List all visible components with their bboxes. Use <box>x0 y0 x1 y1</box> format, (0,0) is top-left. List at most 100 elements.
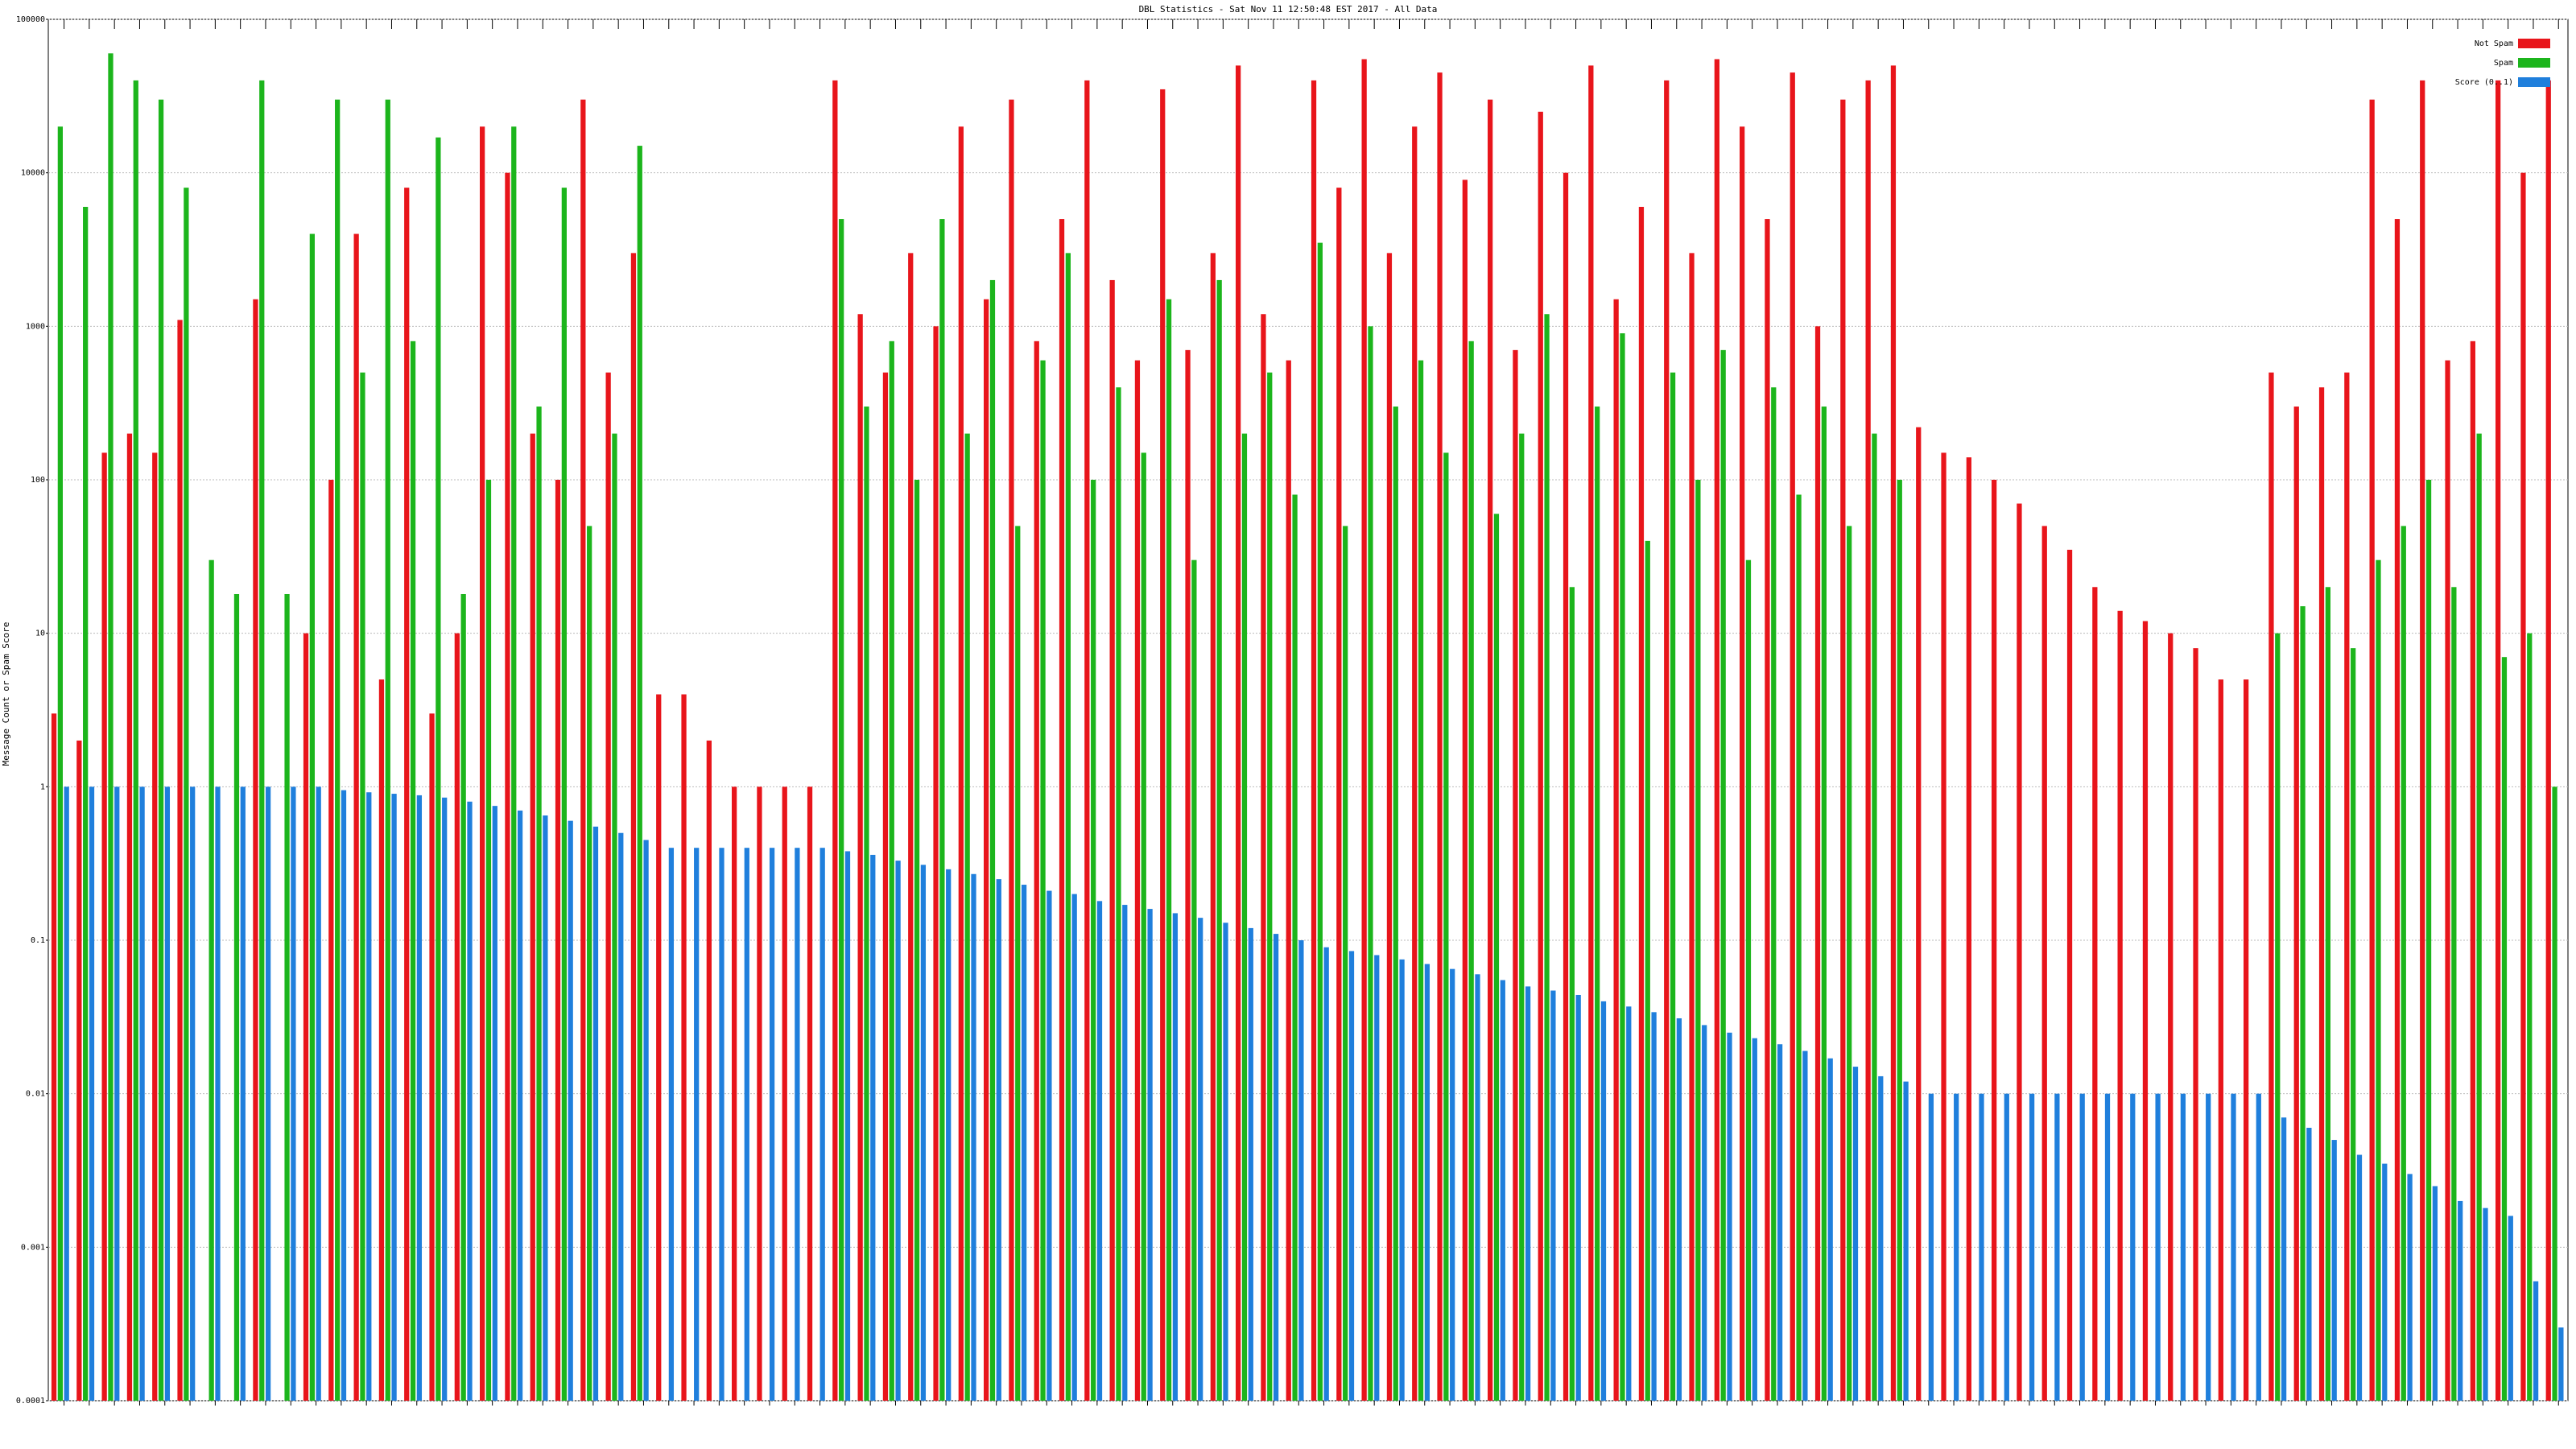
bar <box>360 372 365 1401</box>
bar <box>1840 99 1846 1401</box>
bar <box>1336 188 1342 1402</box>
bar <box>83 206 89 1401</box>
bar <box>580 99 586 1401</box>
bar <box>605 372 611 1401</box>
bar <box>2432 1186 2438 1401</box>
bar <box>208 559 214 1401</box>
bar <box>454 633 460 1401</box>
bar <box>404 188 410 1402</box>
bar <box>1538 111 1543 1402</box>
bar <box>1790 72 1795 1401</box>
bar <box>2508 1216 2513 1401</box>
bar <box>1216 279 1222 1401</box>
bar <box>1091 480 1096 1401</box>
bar <box>485 480 492 1401</box>
bar <box>839 219 844 1402</box>
bar <box>1399 959 1405 1401</box>
bar <box>1954 1093 1959 1401</box>
bar <box>844 851 851 1401</box>
bar <box>2142 621 2149 1401</box>
bar <box>706 740 712 1401</box>
y-axis-label: Message Count or Spam Score <box>1 622 11 766</box>
bar <box>190 786 196 1401</box>
bar <box>1928 1093 1934 1401</box>
bar <box>1821 407 1827 1402</box>
bar <box>2318 387 2325 1401</box>
bar <box>1147 909 1153 1401</box>
bar <box>139 786 145 1401</box>
bar <box>958 126 964 1402</box>
bar <box>2470 341 2475 1402</box>
bar <box>2104 1093 2111 1401</box>
bar <box>1613 299 1619 1402</box>
bar <box>946 869 952 1401</box>
bar <box>668 848 675 1401</box>
bar <box>1122 905 1128 1401</box>
bar <box>1248 927 1253 1401</box>
bar <box>555 480 561 1401</box>
bar <box>908 253 914 1402</box>
bar <box>391 794 397 1401</box>
bar <box>1814 326 1821 1401</box>
bar <box>612 433 617 1401</box>
bar <box>2545 80 2551 1401</box>
bar <box>1651 1012 1657 1401</box>
bar <box>1676 1018 1682 1401</box>
bar <box>284 593 290 1401</box>
bar <box>1386 253 1393 1402</box>
bar <box>2331 1140 2337 1401</box>
bar <box>2256 1093 2261 1401</box>
bar <box>2168 633 2174 1401</box>
bar <box>366 792 372 1401</box>
bar <box>1261 314 1266 1402</box>
bar <box>2376 559 2381 1401</box>
bar <box>1890 65 1897 1402</box>
bar <box>996 879 1001 1401</box>
bar <box>1544 314 1550 1402</box>
bar <box>2193 648 2198 1401</box>
bar <box>303 633 309 1401</box>
bar <box>1745 559 1752 1401</box>
bar <box>108 53 114 1401</box>
bar <box>2029 1093 2035 1401</box>
bar <box>1916 427 1922 1401</box>
bar <box>410 341 416 1402</box>
y-tick-label: 1 <box>40 782 45 791</box>
bar <box>505 172 510 1402</box>
bar <box>2407 1174 2413 1401</box>
bar <box>152 452 158 1401</box>
bar <box>1298 940 1304 1401</box>
bar <box>1802 1051 1808 1401</box>
bar <box>1096 901 1103 1401</box>
bar <box>1645 540 1650 1401</box>
bar <box>1575 994 1581 1401</box>
bar <box>1450 968 1455 1401</box>
bar <box>378 679 385 1401</box>
bar <box>2206 1093 2211 1401</box>
bar <box>2300 606 2306 1401</box>
bar <box>1865 80 1871 1401</box>
bar <box>1695 480 1701 1401</box>
bar <box>732 786 737 1401</box>
bar <box>1412 126 1418 1402</box>
bar <box>1500 980 1505 1401</box>
bar <box>1777 1044 1783 1401</box>
bar <box>517 810 523 1401</box>
bar <box>2533 1281 2539 1401</box>
bar <box>416 795 423 1401</box>
bar <box>2501 657 2508 1401</box>
bar <box>592 826 599 1401</box>
bar <box>1513 349 1518 1402</box>
bar <box>492 806 497 1401</box>
bar <box>2394 219 2401 1402</box>
bar <box>480 126 485 1402</box>
bar <box>2293 407 2299 1402</box>
legend-swatch <box>2518 58 2550 68</box>
legend-label: Not Spam <box>2475 39 2513 48</box>
bar <box>429 713 435 1401</box>
bar <box>1141 452 1146 1401</box>
bar <box>158 99 164 1401</box>
bar <box>2155 1093 2161 1401</box>
bar <box>1286 360 1291 1401</box>
